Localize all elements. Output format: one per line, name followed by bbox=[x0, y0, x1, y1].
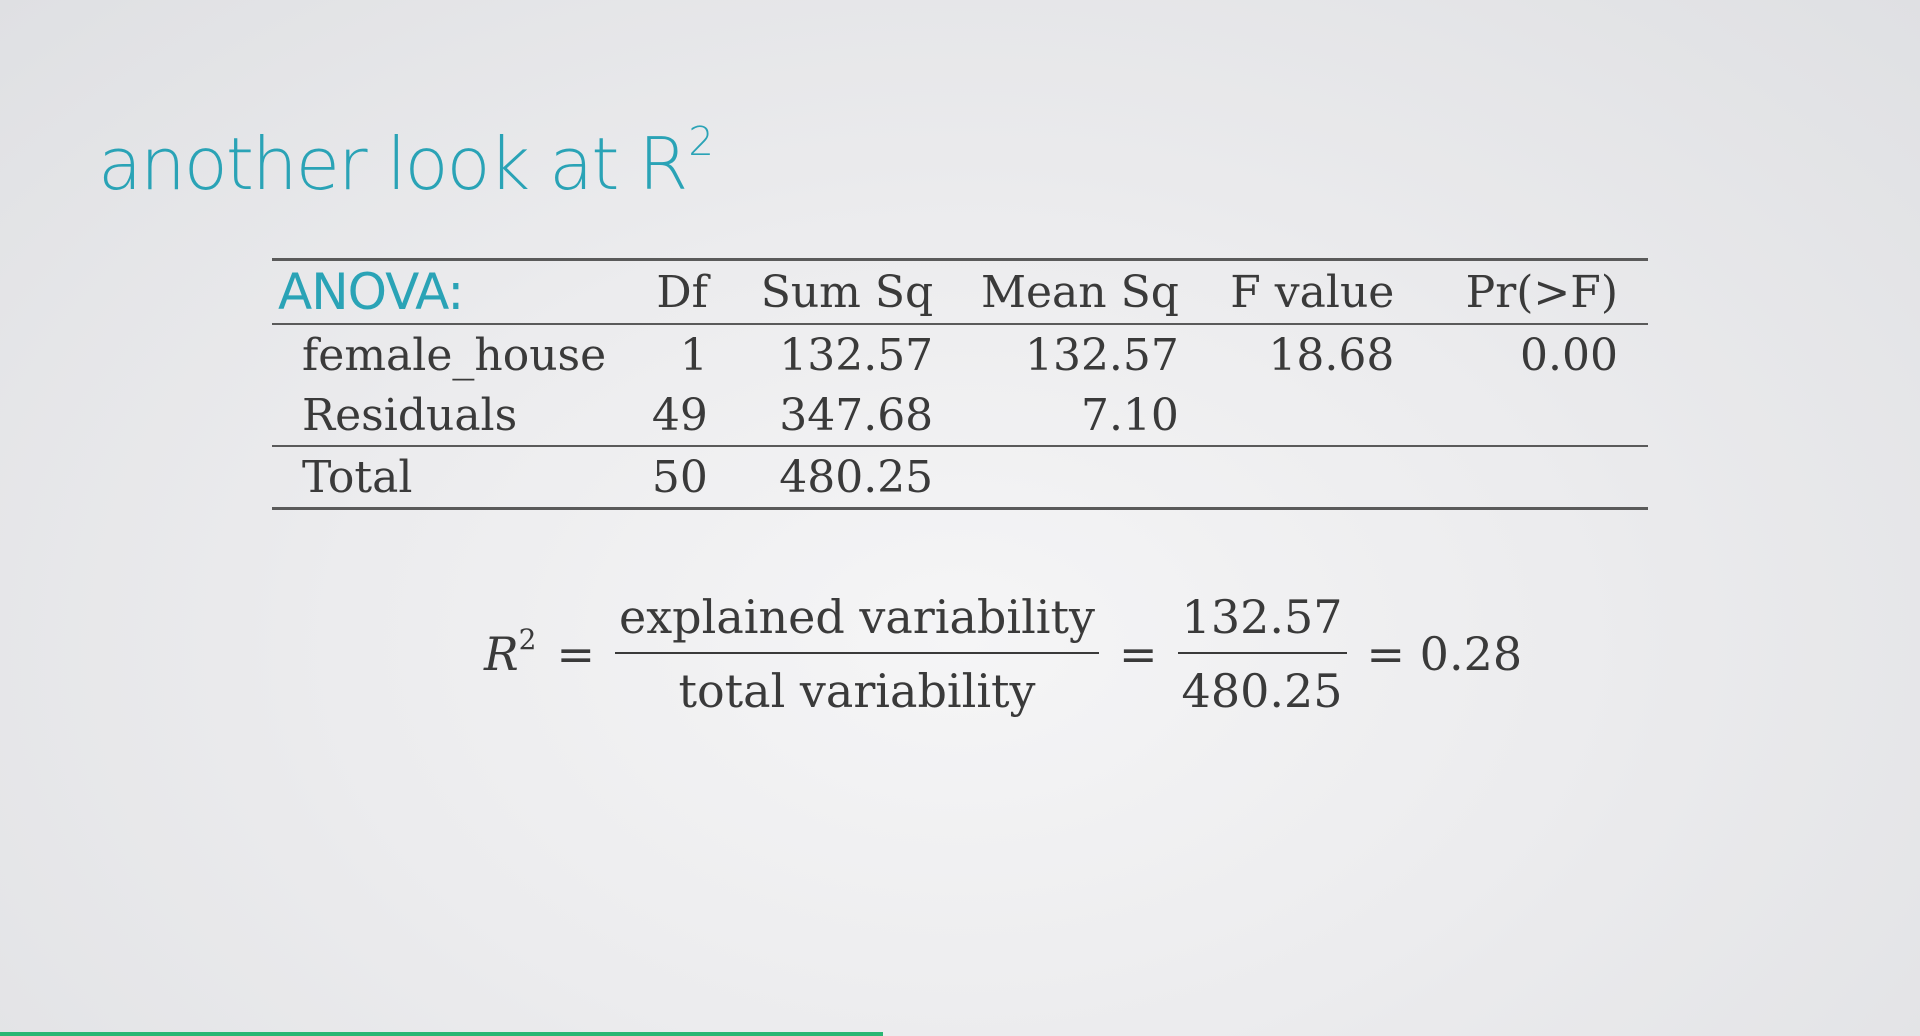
row-name: female_house bbox=[302, 329, 607, 381]
total-sum-sq: 480.25 bbox=[779, 451, 934, 503]
slide-title: another look at R2 bbox=[98, 122, 714, 200]
formula-result: = 0.28 bbox=[1366, 627, 1523, 681]
formula-lhs-symbol: R bbox=[484, 627, 519, 681]
table-row: female_house 1 132.57 132.57 18.68 0.00 bbox=[272, 324, 1648, 385]
row-name: Residuals bbox=[302, 389, 518, 441]
total-f-value-empty bbox=[1179, 446, 1394, 509]
total-mean-sq-empty bbox=[933, 446, 1179, 509]
row-sum-sq: 132.57 bbox=[779, 329, 934, 381]
formula-lhs: R2 bbox=[484, 623, 536, 681]
slide-title-superscript: 2 bbox=[688, 119, 713, 165]
r-squared-formula: R2 = explained variability total variabi… bbox=[484, 590, 1522, 718]
anova-header-row: ANOVA: Df Sum Sq Mean Sq F value Pr(>F) bbox=[272, 259, 1648, 324]
row-df: 49 bbox=[651, 389, 708, 441]
row-df: 1 bbox=[679, 329, 708, 381]
header-sum-sq: Sum Sq bbox=[760, 266, 934, 318]
anova-table: ANOVA: Df Sum Sq Mean Sq F value Pr(>F) … bbox=[272, 258, 1648, 510]
header-df: Df bbox=[656, 266, 708, 318]
anova-label: ANOVA: bbox=[278, 263, 464, 321]
row-mean-sq: 7.10 bbox=[1080, 389, 1179, 441]
header-pr: Pr(>F) bbox=[1465, 266, 1618, 318]
header-mean-sq: Mean Sq bbox=[980, 266, 1179, 318]
row-pr: 0.00 bbox=[1520, 329, 1618, 381]
formula-lhs-superscript: 2 bbox=[518, 623, 537, 656]
fraction-words: explained variability total variability bbox=[615, 590, 1099, 718]
row-sum-sq: 347.68 bbox=[779, 389, 934, 441]
fraction-words-denominator: total variability bbox=[678, 664, 1036, 718]
header-f-value: F value bbox=[1230, 266, 1395, 318]
formula-equals-2: = bbox=[1119, 627, 1158, 681]
slide-title-text: another look at R bbox=[98, 122, 688, 206]
fraction-words-numerator: explained variability bbox=[615, 590, 1099, 654]
total-name: Total bbox=[302, 451, 413, 503]
video-progress-bar[interactable] bbox=[0, 1032, 883, 1036]
total-df: 50 bbox=[651, 451, 708, 503]
total-pr-empty bbox=[1394, 446, 1648, 509]
row-pr bbox=[1394, 385, 1648, 446]
fraction-values: 132.57 480.25 bbox=[1177, 590, 1347, 718]
row-mean-sq: 132.57 bbox=[1024, 329, 1179, 381]
formula-equals-1: = bbox=[556, 627, 596, 681]
table-row: Residuals 49 347.68 7.10 bbox=[272, 385, 1648, 446]
fraction-values-numerator: 132.57 bbox=[1177, 590, 1347, 654]
row-f-value bbox=[1179, 385, 1394, 446]
row-f-value: 18.68 bbox=[1268, 329, 1395, 381]
fraction-values-denominator: 480.25 bbox=[1181, 664, 1343, 718]
total-row: Total 50 480.25 bbox=[272, 446, 1648, 509]
